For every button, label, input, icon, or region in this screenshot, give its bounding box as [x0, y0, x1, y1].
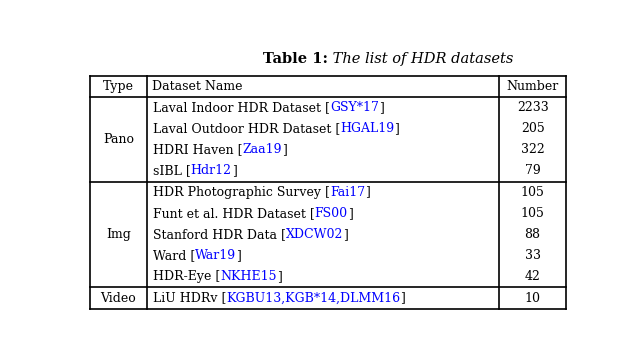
Text: 42: 42 [525, 270, 541, 283]
Text: Laval Indoor HDR Dataset [: Laval Indoor HDR Dataset [ [153, 101, 330, 114]
Text: Stanford HDR Data [: Stanford HDR Data [ [153, 228, 286, 241]
Text: XDCW02: XDCW02 [286, 228, 343, 241]
Text: Zaa19: Zaa19 [243, 143, 282, 156]
Text: War19: War19 [195, 249, 236, 262]
Text: ]: ] [401, 292, 405, 304]
Text: HGAL19: HGAL19 [340, 122, 394, 135]
Text: ]: ] [365, 185, 370, 199]
Text: 88: 88 [525, 228, 541, 241]
Text: Table 1:: Table 1: [263, 52, 328, 66]
Text: NKHE15: NKHE15 [220, 270, 276, 283]
Text: ]: ] [276, 270, 282, 283]
Text: ]: ] [394, 122, 399, 135]
Text: Ward [: Ward [ [153, 249, 195, 262]
Text: ]: ] [282, 143, 287, 156]
Text: ]: ] [379, 101, 383, 114]
Text: HDR Photographic Survey [: HDR Photographic Survey [ [153, 185, 330, 199]
Text: ]: ] [343, 228, 348, 241]
Text: Funt et al. HDR Dataset [: Funt et al. HDR Dataset [ [153, 207, 315, 220]
Text: HDRI Haven [: HDRI Haven [ [153, 143, 243, 156]
Text: The list of HDR datasets: The list of HDR datasets [328, 52, 513, 66]
Text: sIBL [: sIBL [ [153, 164, 191, 177]
Text: Number: Number [506, 80, 559, 93]
Text: 33: 33 [525, 249, 541, 262]
Text: 10: 10 [525, 292, 541, 304]
Text: FS00: FS00 [315, 207, 348, 220]
Text: Type: Type [103, 80, 134, 93]
Text: LiU HDRv [: LiU HDRv [ [153, 292, 227, 304]
Text: Video: Video [100, 292, 136, 304]
Text: Img: Img [106, 228, 131, 241]
Text: Dataset Name: Dataset Name [152, 80, 243, 93]
Text: 205: 205 [521, 122, 545, 135]
Text: KGBU13,KGB*14,DLMM16: KGBU13,KGB*14,DLMM16 [227, 292, 401, 304]
Text: GSY*17: GSY*17 [330, 101, 379, 114]
Text: ]: ] [236, 249, 241, 262]
Text: Pano: Pano [103, 133, 134, 146]
Text: 322: 322 [521, 143, 545, 156]
Text: ]: ] [348, 207, 353, 220]
Text: Laval Outdoor HDR Dataset [: Laval Outdoor HDR Dataset [ [153, 122, 340, 135]
Text: 105: 105 [521, 185, 545, 199]
Text: 105: 105 [521, 207, 545, 220]
Text: ]: ] [232, 164, 237, 177]
Text: Hdr12: Hdr12 [191, 164, 232, 177]
Text: Fai17: Fai17 [330, 185, 365, 199]
Text: HDR-Eye [: HDR-Eye [ [153, 270, 220, 283]
Text: 79: 79 [525, 164, 540, 177]
Text: 2233: 2233 [516, 101, 548, 114]
